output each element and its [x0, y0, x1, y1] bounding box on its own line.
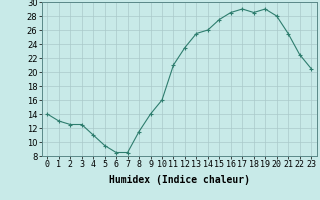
X-axis label: Humidex (Indice chaleur): Humidex (Indice chaleur)	[109, 175, 250, 185]
